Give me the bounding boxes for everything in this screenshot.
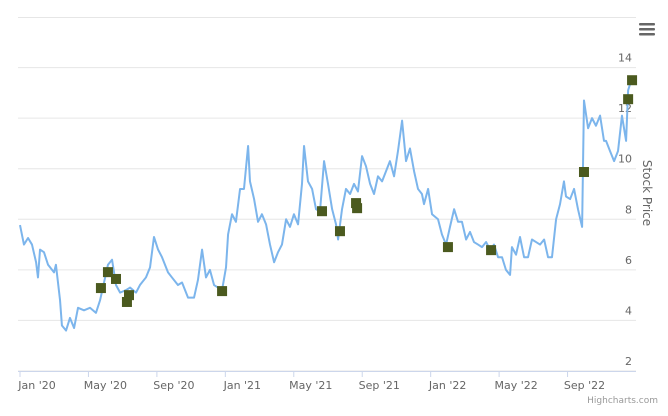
trade-marker (442, 242, 453, 253)
trade-marker (217, 286, 228, 297)
x-tick-label: May '21 (289, 379, 332, 392)
trade-marker (334, 226, 345, 237)
x-tick-label: Jan '20 (17, 379, 55, 392)
trade-marker (352, 203, 363, 214)
credits: Highcharts.com (587, 396, 658, 406)
trade-marker (486, 245, 497, 256)
y-tick-label: 6 (625, 254, 632, 267)
y-axis-title: Stock Price (640, 160, 654, 226)
x-tick-label: May '20 (84, 379, 127, 392)
y-tick-label: 2 (625, 355, 632, 368)
x-tick-label: Jan '22 (428, 379, 466, 392)
trade-marker (578, 167, 589, 178)
x-tick-label: Jan '21 (223, 379, 261, 392)
price-line (19, 77, 634, 332)
trade-marker (317, 206, 328, 217)
y-tick-label: 10 (618, 153, 632, 166)
trade-marker (102, 267, 113, 278)
trade-marker (121, 296, 132, 307)
menu-button[interactable] (639, 23, 655, 36)
x-tick-label: Sep '20 (153, 379, 194, 392)
y-tick-label: 14 (618, 52, 632, 65)
trade-marker (110, 273, 121, 284)
trade-marker (623, 94, 634, 105)
x-tick-label: Sep '22 (564, 379, 605, 392)
y-tick-label: 8 (625, 203, 632, 216)
x-tick-label: May '22 (494, 379, 537, 392)
trade-marker (95, 283, 106, 294)
trade-marker (351, 198, 362, 209)
trade-marker (123, 290, 134, 301)
x-tick-label: Sep '21 (359, 379, 400, 392)
trade-marker (627, 75, 638, 86)
y-tick-label: 4 (625, 304, 632, 317)
